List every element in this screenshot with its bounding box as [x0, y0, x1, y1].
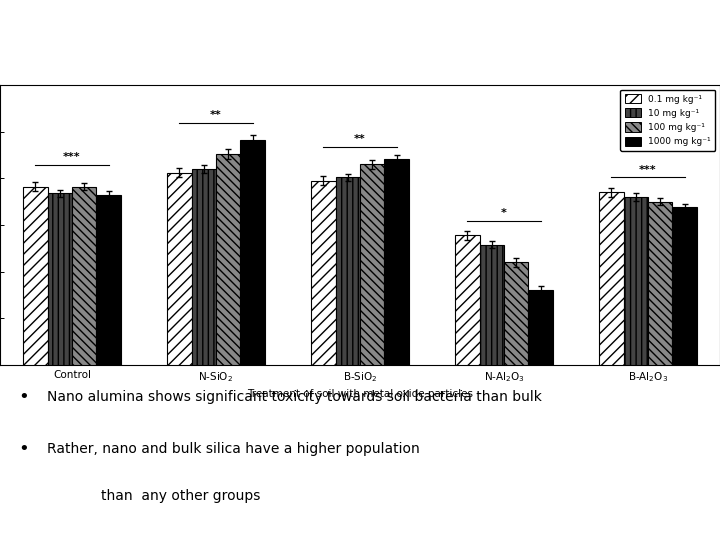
Bar [311, 181, 336, 365]
Bar [336, 178, 360, 365]
Text: NANO AND BULK SiO$_2$ AND Al$_2$O$_3$ PARTICLES: NANO AND BULK SiO$_2$ AND Al$_2$O$_3$ PA… [138, 59, 582, 80]
Text: ∩: ∩ [27, 507, 37, 521]
Bar [72, 187, 96, 365]
Text: •: • [18, 388, 29, 406]
Text: SOIL BACTERIAL POPULATION TREATED WITH: SOIL BACTERIAL POPULATION TREATED WITH [132, 21, 588, 39]
Bar [240, 140, 265, 365]
Bar [528, 291, 553, 365]
Bar [672, 207, 697, 365]
Legend: 0.1 mg kg⁻¹, 10 mg kg⁻¹, 100 mg kg⁻¹, 1000 mg kg⁻¹: 0.1 mg kg⁻¹, 10 mg kg⁻¹, 100 mg kg⁻¹, 10… [621, 90, 716, 151]
Bar [216, 154, 240, 365]
Bar [624, 197, 648, 365]
Bar [167, 173, 192, 365]
X-axis label: Treatment of soil with metal oxide particles: Treatment of soil with metal oxide parti… [247, 389, 473, 399]
Text: ***: *** [63, 152, 81, 163]
Bar [384, 159, 409, 365]
Text: than  any other groups: than any other groups [101, 489, 260, 503]
Bar [480, 245, 504, 365]
Text: •: • [18, 440, 29, 458]
Bar [192, 169, 216, 365]
Text: *: * [501, 208, 507, 219]
Bar [648, 201, 672, 365]
Bar [96, 194, 121, 365]
Bar [455, 235, 480, 365]
Bar [48, 193, 72, 365]
Bar [360, 164, 384, 365]
Text: **: ** [354, 134, 366, 144]
Text: **: ** [210, 111, 222, 120]
Bar [23, 187, 48, 365]
Bar [599, 192, 624, 365]
Text: Nano alumina shows significant toxicity towards soil bacteria than bulk: Nano alumina shows significant toxicity … [47, 389, 541, 403]
Text: ***: *** [639, 165, 657, 174]
Text: Rather, nano and bulk silica have a higher population: Rather, nano and bulk silica have a high… [47, 442, 420, 456]
Bar [504, 262, 528, 365]
